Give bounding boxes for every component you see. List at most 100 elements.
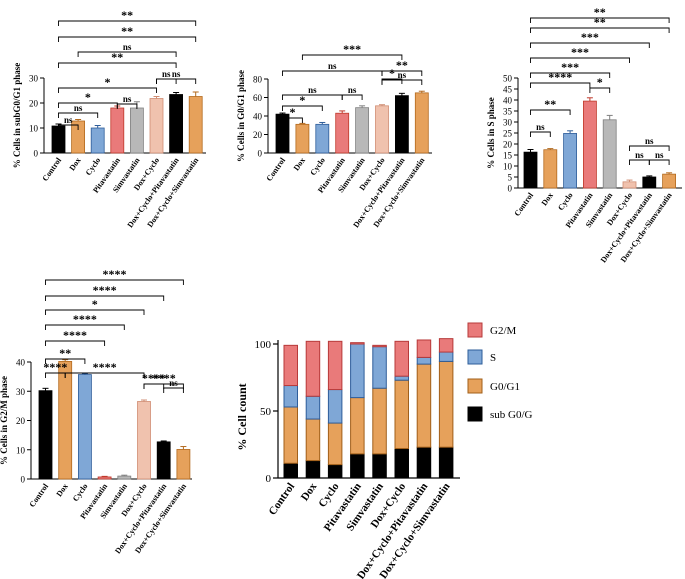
significance-bracket — [45, 295, 165, 301]
significance-label: *** — [343, 42, 361, 56]
x-tick-label: Control — [513, 190, 536, 218]
bar-2 — [90, 127, 105, 154]
significance-label: **** — [93, 283, 117, 297]
significance-bracket — [381, 79, 423, 85]
bar-7 — [188, 96, 203, 154]
bar-6 — [394, 95, 409, 154]
significance-label: ** — [544, 97, 556, 111]
y-tick-label: 30 — [29, 74, 39, 84]
stack-3-bar-3 — [350, 342, 365, 345]
legend-label: G2/M — [490, 325, 517, 337]
y-tick-label: 10 — [29, 124, 39, 134]
bar-3 — [335, 112, 350, 154]
significance-bracket — [58, 20, 197, 26]
significance-label: ns — [348, 85, 357, 95]
significance-bracket — [530, 17, 670, 23]
significance-bracket — [58, 62, 177, 68]
bar-4 — [355, 107, 370, 154]
significance-label: * — [105, 75, 111, 89]
significance-bracket — [301, 54, 403, 60]
stack-0-bar-2 — [327, 464, 343, 479]
stack-0-bar-1 — [305, 460, 321, 479]
stack-0-bar-7 — [438, 446, 454, 479]
legend-label: S — [490, 352, 496, 364]
significance-label: ** — [59, 346, 71, 360]
significance-bracket — [45, 358, 86, 364]
y-tick-label: 100 — [255, 339, 272, 351]
bar-0 — [38, 390, 53, 480]
significance-label: *** — [561, 60, 579, 74]
significance-label: ns — [308, 85, 317, 95]
significance-bracket — [45, 324, 125, 330]
significance-bracket — [156, 78, 177, 84]
significance-label: ns — [536, 122, 545, 132]
bar-3 — [110, 107, 125, 154]
y-tick-label: 30 — [503, 118, 513, 128]
bar-7 — [662, 173, 676, 189]
stack-3-bar-1 — [305, 340, 321, 397]
stack-2-bar-4 — [372, 346, 387, 389]
x-tick-label: Control — [265, 155, 288, 183]
significance-bracket — [156, 78, 197, 84]
y-tick-label: 40 — [16, 358, 26, 368]
significance-label: ** — [594, 15, 606, 29]
significance-label: ** — [594, 5, 606, 19]
significance-label: * — [389, 66, 395, 80]
significance-bracket — [45, 279, 184, 285]
x-tick-label: Dox — [299, 480, 320, 503]
significance-bracket — [282, 117, 303, 123]
significance-label: * — [92, 297, 98, 311]
y-tick-label: 0 — [21, 475, 26, 485]
bar-0 — [523, 151, 538, 189]
y-tick-label: 15 — [503, 151, 513, 161]
significance-bracket — [58, 112, 99, 118]
bar-4 — [602, 119, 617, 189]
stack-2-bar-1 — [305, 395, 321, 420]
legend-swatch — [467, 406, 483, 422]
significance-bracket — [58, 87, 157, 93]
stack-3-bar-7 — [438, 338, 454, 353]
significance-label: *** — [581, 30, 599, 44]
legend-label: sub G0/G — [490, 409, 533, 421]
y-tick-label: 20 — [29, 99, 39, 109]
y-tick-label: 25 — [503, 129, 513, 139]
stack-0-bar-0 — [283, 462, 298, 479]
significance-label: ** — [396, 58, 408, 72]
significance-bracket — [530, 42, 650, 48]
stack-2-bar-0 — [283, 385, 298, 408]
significance-label: ns — [169, 378, 178, 388]
y-tick-label: 50 — [503, 74, 513, 84]
bar-7 — [176, 449, 191, 480]
stack-3-bar-2 — [327, 340, 343, 391]
significance-label: **** — [152, 371, 176, 385]
legend-swatch — [467, 378, 483, 394]
x-tick-label: Control — [41, 155, 64, 183]
x-tick-label: Cyclo — [71, 482, 90, 503]
y-tick-label: 0 — [266, 473, 272, 485]
significance-label: ns — [123, 94, 132, 104]
y-tick-label: 60 — [253, 93, 263, 103]
stack-3-bar-0 — [283, 344, 298, 387]
significance-bracket — [116, 103, 138, 109]
bar-5 — [622, 181, 637, 189]
bar-7 — [414, 92, 429, 154]
bar-6 — [156, 441, 171, 480]
bar-0 — [51, 125, 66, 154]
bar-2 — [563, 133, 577, 189]
significance-bracket — [530, 27, 670, 33]
legend-swatch — [467, 349, 483, 365]
stack-1-bar-3 — [350, 397, 365, 455]
significance-label: * — [597, 75, 603, 89]
stack-3-bar-6 — [416, 339, 432, 358]
significance-label: ns — [635, 150, 644, 160]
stack-3-bar-4 — [372, 344, 387, 348]
significance-bracket — [45, 340, 106, 346]
bar-6 — [642, 176, 657, 189]
significance-label: ns — [74, 103, 83, 113]
significance-label: **** — [142, 371, 166, 385]
significance-bracket — [341, 94, 363, 100]
significance-bracket — [45, 309, 145, 315]
y-tick-label: 40 — [253, 112, 263, 122]
y-tick-label: 35 — [503, 107, 513, 117]
significance-bracket — [58, 124, 79, 130]
